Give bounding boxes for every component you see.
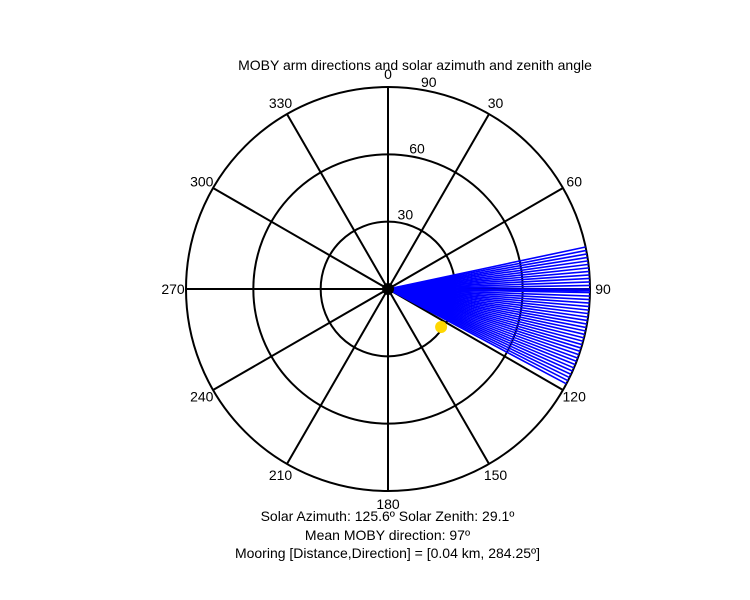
angle-label-0: 0 [384,66,392,82]
radial-label-30: 30 [398,207,414,223]
radial-label-90: 90 [421,74,437,90]
footer-mooring: Mooring [Distance,Direction] = [0.04 km,… [234,545,541,561]
angle-label-180: 180 [376,496,400,512]
radial-tick-labels: 30 60 90 [398,74,437,223]
angle-label-150: 150 [484,467,508,483]
angle-label-90: 90 [595,281,611,297]
angle-label-330: 330 [269,95,293,111]
radial-label-60: 60 [409,140,425,156]
footer-solar-angles: Solar Azimuth: 125.6º Solar Zenith: 29.1… [260,508,515,524]
angle-label-210: 210 [269,467,293,483]
angle-label-240: 240 [190,389,214,405]
angle-label-270: 270 [161,281,185,297]
center-marker [382,283,394,295]
angle-label-60: 60 [566,174,582,190]
angle-label-300: 300 [190,174,214,190]
angle-label-120: 120 [563,389,587,405]
chart-title: MOBY arm directions and solar azimuth an… [238,57,592,73]
angle-label-30: 30 [488,95,504,111]
angle-tick-labels: 0 30 60 90 120 150 180 210 240 270 300 330 [161,66,611,512]
moby-arm-lines [387,246,590,385]
arm-line-41 [387,288,567,385]
footer-mean-direction: Mean MOBY direction: 97º [304,527,471,543]
markers [382,283,448,334]
sun-marker [435,321,448,334]
